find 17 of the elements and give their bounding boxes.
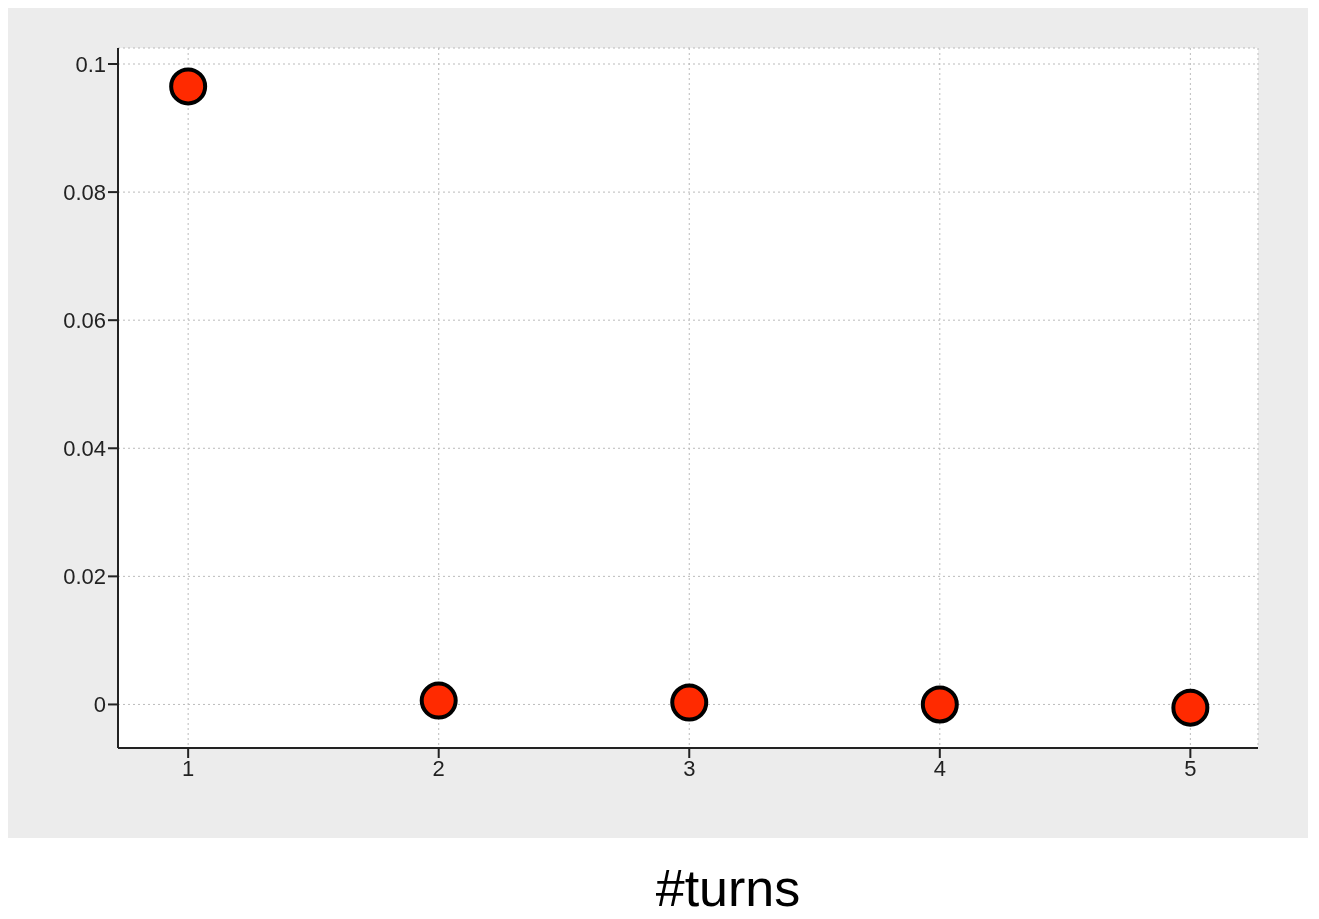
- x-tick-label: 1: [182, 755, 195, 781]
- x-tick-label: 4: [933, 755, 946, 781]
- x-tick-label: 5: [1184, 755, 1197, 781]
- x-axis-title: #turns: [654, 858, 802, 918]
- point: [1171, 688, 1210, 727]
- x-tick-label: 2: [432, 755, 445, 781]
- point: [419, 681, 458, 720]
- y-tick-label: 0: [93, 692, 106, 718]
- point: [920, 685, 959, 724]
- y-tick-label: 0.02: [63, 564, 106, 590]
- y-tick-label: 0.1: [75, 51, 106, 77]
- point: [670, 683, 709, 722]
- y-tick-label: 0.06: [63, 308, 106, 333]
- y-tick-label: 0.04: [63, 436, 106, 462]
- x-tick-label: 3: [683, 755, 696, 781]
- y-tick-label: 0.08: [63, 179, 106, 205]
- point: [169, 67, 208, 106]
